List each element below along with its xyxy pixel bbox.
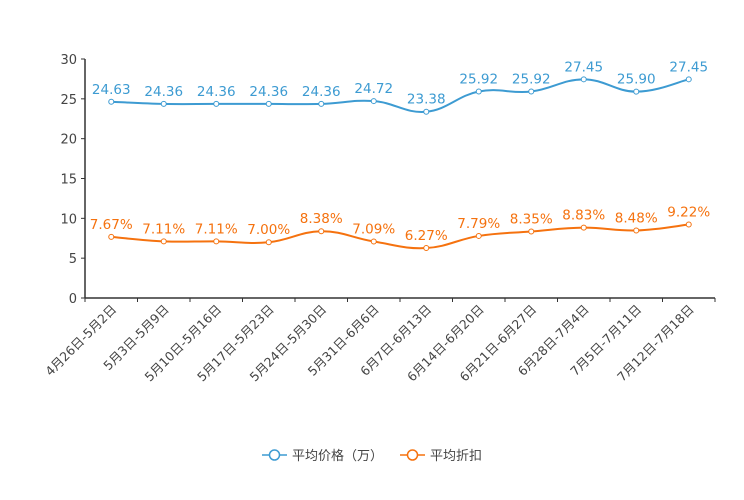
data-label: 7.09% <box>352 222 395 238</box>
data-label: 7.11% <box>195 221 238 237</box>
data-label: 27.45 <box>669 59 708 75</box>
data-point[interactable] <box>528 88 535 95</box>
data-point[interactable] <box>213 238 220 245</box>
data-label: 25.92 <box>512 72 551 88</box>
data-point[interactable] <box>423 108 430 115</box>
data-point[interactable] <box>528 228 535 235</box>
data-label: 8.35% <box>510 211 553 227</box>
data-label: 23.38 <box>407 92 446 108</box>
data-label: 9.22% <box>667 205 710 221</box>
data-point[interactable] <box>108 98 115 105</box>
data-point[interactable] <box>423 245 430 252</box>
legend-label: 平均折扣 <box>430 449 482 464</box>
data-point[interactable] <box>265 100 272 107</box>
data-label: 6.27% <box>405 228 448 244</box>
data-label: 7.67% <box>90 217 133 233</box>
data-label: 7.00% <box>247 222 290 238</box>
data-point[interactable] <box>633 227 640 234</box>
y-tick-label: 10 <box>60 212 77 227</box>
data-label: 27.45 <box>564 59 603 75</box>
data-label: 8.38% <box>300 211 343 227</box>
series-layer: 24.63 24.36 24.36 24.36 24.36 24.72 23.38 25.92… <box>90 59 710 252</box>
series-avg-price: 24.63 24.36 24.36 24.36 24.36 24.72 23.38 25.92… <box>92 59 708 115</box>
y-tick-label: 25 <box>60 93 77 108</box>
legend-circle-icon <box>406 449 419 461</box>
data-point[interactable] <box>318 100 325 107</box>
data-point[interactable] <box>160 238 167 245</box>
data-label: 7.79% <box>457 216 500 232</box>
legend-label: 平均价格（万） <box>292 448 383 464</box>
y-tick-label: 0 <box>69 292 77 307</box>
data-point[interactable] <box>475 232 482 239</box>
data-label: 8.48% <box>615 210 658 226</box>
data-label: 24.63 <box>92 82 131 98</box>
data-point[interactable] <box>633 88 640 95</box>
data-label: 8.83% <box>562 208 605 224</box>
data-point[interactable] <box>108 233 115 240</box>
data-label: 25.92 <box>459 72 498 88</box>
data-point[interactable] <box>265 239 272 246</box>
series-line <box>111 223 689 250</box>
data-point[interactable] <box>475 88 482 95</box>
legend-item-avg-discount[interactable]: 平均折扣 <box>400 449 482 464</box>
data-point[interactable] <box>160 100 167 107</box>
y-tick-label: 5 <box>69 252 77 267</box>
series-avg-discount: 7.67% 7.11% 7.11% 7.00% 8.38% 7.09% 6.27% 7.79%… <box>90 205 710 252</box>
data-label: 24.36 <box>302 84 341 100</box>
data-point[interactable] <box>370 238 377 245</box>
data-point[interactable] <box>580 76 587 83</box>
legend-item-avg-price[interactable]: 平均价格（万） <box>262 448 383 464</box>
data-label: 24.36 <box>144 84 183 100</box>
data-point[interactable] <box>685 76 692 83</box>
data-point[interactable] <box>580 224 587 231</box>
y-tick-label: 30 <box>60 53 77 68</box>
data-point[interactable] <box>318 228 325 235</box>
legend-circle-icon <box>268 449 281 461</box>
y-tick-label: 15 <box>60 173 77 188</box>
legend[interactable]: 平均价格（万） 平均折扣 <box>262 448 482 464</box>
data-label: 7.11% <box>142 221 185 237</box>
data-label: 24.36 <box>249 84 288 100</box>
data-label: 24.72 <box>354 81 393 97</box>
y-tick-label: 20 <box>60 133 77 148</box>
data-label: 24.36 <box>197 84 236 100</box>
data-point[interactable] <box>370 98 377 105</box>
series-line <box>111 78 689 113</box>
data-label: 25.90 <box>617 72 656 88</box>
data-point[interactable] <box>213 100 220 107</box>
data-point[interactable] <box>685 221 692 228</box>
